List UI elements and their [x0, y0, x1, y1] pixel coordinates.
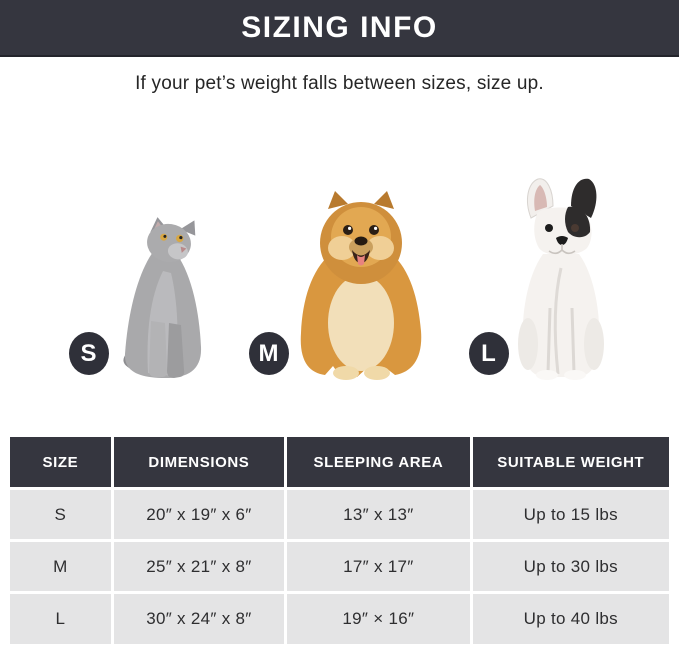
cell-size-l: L [10, 594, 111, 644]
column-header-dimensions: DIMENSIONS [113, 437, 285, 487]
size-badge-medium: M [248, 332, 289, 375]
size-table: SIZE DIMENSIONS SLEEPING AREA SUITABLE W… [10, 437, 669, 644]
pets-section: S [0, 165, 679, 381]
size-badge-small: S [68, 332, 109, 375]
french-bulldog-image [517, 178, 604, 380]
pomeranian-image [300, 191, 421, 380]
cell-sleeping-area-l: 19″ × 16″ [287, 594, 470, 644]
cell-dimensions-l: 30″ x 24″ x 8″ [113, 594, 285, 644]
column-header-size: SIZE [10, 437, 111, 487]
cell-suitable-weight-m: Up to 30 lbs [472, 542, 669, 591]
column-header-suitable-weight: SUITABLE WEIGHT [472, 437, 669, 487]
cell-suitable-weight-s: Up to 15 lbs [472, 490, 669, 539]
cell-size-m: M [10, 542, 111, 591]
cell-suitable-weight-l: Up to 40 lbs [472, 594, 669, 644]
pet-group-medium: M [248, 185, 431, 381]
pet-group-small: S [68, 213, 211, 381]
column-header-sleeping-area: SLEEPING AREA [287, 437, 470, 487]
cell-dimensions-m: 25″ x 21″ x 8″ [113, 542, 285, 591]
page-title: SIZING INFO [241, 10, 438, 44]
pet-group-large: L [468, 176, 611, 381]
cell-dimensions-s: 20″ x 19″ x 6″ [113, 490, 285, 539]
cell-sleeping-area-s: 13″ x 13″ [287, 490, 470, 539]
subtitle: If your pet’s weight falls between sizes… [135, 73, 544, 94]
cat-image [122, 217, 201, 378]
header-bar: SIZING INFO [0, 0, 679, 57]
cell-sleeping-area-m: 17″ x 17″ [287, 542, 470, 591]
cell-size-s: S [10, 490, 111, 539]
size-badge-large: L [468, 332, 509, 375]
